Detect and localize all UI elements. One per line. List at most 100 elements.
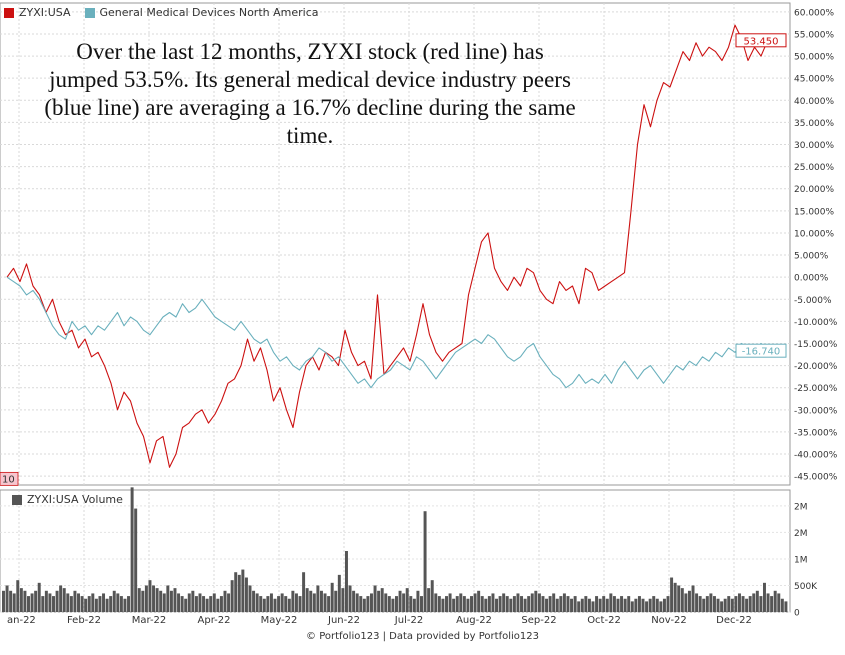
volume-tick-label: 1M [794,555,808,565]
volume-bar [284,596,288,612]
legend-item-zyxi[interactable]: ZYXI:USA [4,6,71,19]
volume-bar [91,593,95,612]
volume-bar [9,590,13,612]
volume-legend-swatch [12,494,22,505]
volume-bar [427,588,431,612]
volume-bar [327,596,331,612]
volume-bar [30,593,34,612]
volume-bar [430,580,434,612]
volume-bar [44,590,48,612]
volume-bar [337,574,341,612]
volume-bar [359,596,363,612]
volume-bar [737,593,741,612]
volume-bar [98,596,102,612]
volume-bar [155,588,159,612]
volume-bar [119,596,123,612]
volume-bar [516,593,520,612]
volume-bar [712,596,716,612]
volume-bar [423,511,427,612]
volume-bar [523,598,527,612]
volume-bar [580,598,584,612]
volume-bar [559,596,563,612]
volume-bar [784,601,788,612]
volume-bar [587,598,591,612]
volume-bar [630,601,634,612]
volume-bar [716,598,720,612]
volume-bar [623,598,627,612]
volume-bar [144,585,148,612]
volume-bar [612,596,616,612]
volume-bar [377,590,381,612]
volume-bar [169,590,173,612]
volume-bar [741,596,745,612]
last-value-label-zyxi: 53.450 [744,36,779,47]
volume-bar [173,588,177,612]
volume-legend: ZYXI:USA Volume [12,493,123,506]
volume-bar [680,588,684,612]
volume-bar [727,596,731,612]
volume-bar [109,596,113,612]
volume-bar [184,598,188,612]
volume-bar [609,593,613,612]
month-tick-label: Aug-22 [456,615,492,626]
volume-bar [602,596,606,612]
volume-bar [194,596,198,612]
price-tick-label: -30.000% [794,406,838,416]
volume-bar [509,598,513,612]
volume-bar [416,590,420,612]
volume-bar [319,590,323,612]
volume-bar [387,596,391,612]
volume-bar [434,593,438,612]
volume-bar [441,598,445,612]
volume-bar [152,585,156,612]
volume-bar [473,593,477,612]
volume-bar [105,598,109,612]
price-tick-label: 60.000% [794,8,834,18]
legend-swatch-peers [84,7,95,18]
volume-bar [166,585,170,612]
price-tick-label: 20.000% [794,185,834,195]
legend-label-peers: General Medical Devices North America [99,6,319,19]
price-tick-label: 0.000% [794,274,829,284]
volume-bar [294,593,298,612]
volume-bar [780,598,784,612]
volume-bar [662,598,666,612]
volume-bar [766,593,770,612]
month-tick-label: Nov-22 [651,615,687,626]
volume-bar [52,596,55,612]
last-value-label-peers: -16.740 [742,347,781,358]
chart-legend: ZYXI:USA General Medical Devices North A… [4,6,332,19]
volume-bar [480,596,484,612]
legend-item-peers[interactable]: General Medical Devices North America [84,6,319,19]
volume-bar [19,588,23,612]
volume-bar [16,580,20,612]
price-tick-label: 55.000% [794,30,834,40]
volume-bar [752,593,756,612]
volume-bar [577,601,581,612]
volume-bar [720,601,724,612]
series-line-zyxi [6,24,769,468]
volume-bar [627,596,631,612]
volume-bar [366,596,370,612]
volume-bar [695,593,699,612]
volume-bar [341,588,345,612]
chart-footer: © Portfolio123 | Data provided by Portfo… [306,631,539,642]
volume-bar [545,598,549,612]
volume-bar [530,593,534,612]
volume-bar [555,598,559,612]
volume-bar [291,590,295,612]
volume-bar [373,585,377,612]
volume-bar [362,598,366,612]
volume-bar [69,596,73,612]
price-tick-label: 5.000% [794,252,829,262]
volume-bar [244,577,248,612]
volume-bar [552,593,556,612]
volume-bar [584,596,588,612]
volume-bar [94,598,98,612]
legend-swatch-zyxi [4,7,14,18]
volume-bar [37,582,41,612]
volume-bar [48,593,52,612]
volume-bar [59,585,63,612]
